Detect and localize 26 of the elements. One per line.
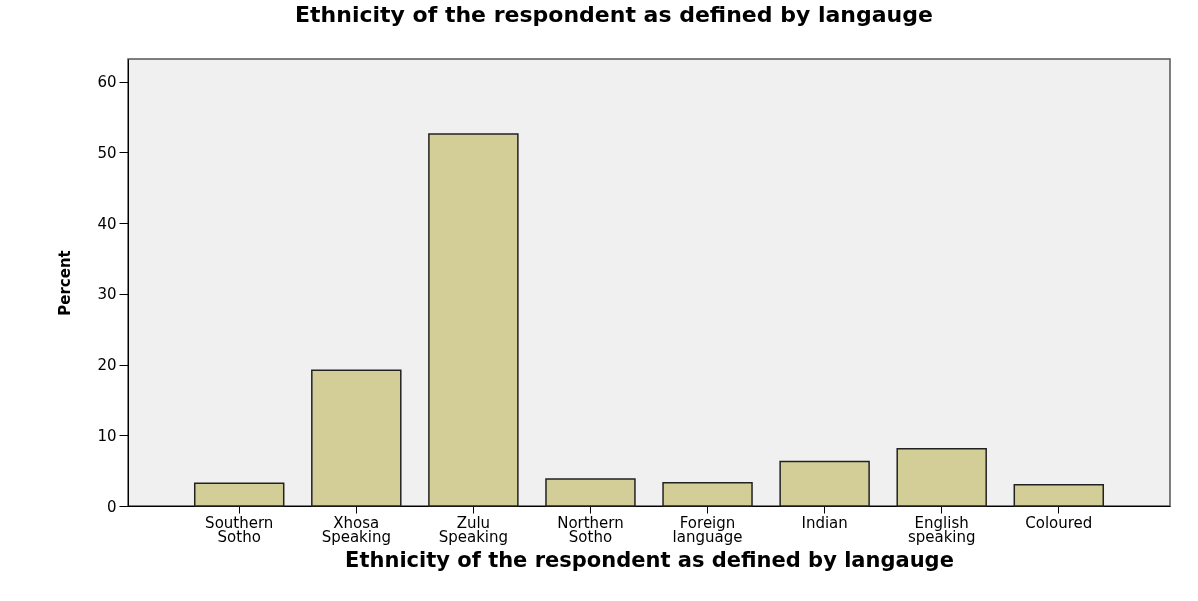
y-tick-label: 20 [97, 356, 117, 375]
bar [545, 478, 636, 507]
x-tick-label: English speaking [907, 513, 976, 546]
x-tick-label: Xhosa Speaking [321, 513, 391, 546]
x-tick-label: Southern Sotho [205, 513, 274, 546]
y-axis-title: Percent [56, 250, 75, 316]
chart-title: Ethnicity of the respondent as defined by langauge [295, 2, 933, 27]
x-tick-label: Northern Sotho [557, 513, 624, 546]
y-tick-label: 30 [97, 285, 117, 304]
y-tick-label: 60 [97, 73, 117, 92]
y-tick-label: 40 [97, 214, 117, 233]
bar [1013, 484, 1105, 507]
x-tick-label: Coloured [1025, 513, 1093, 532]
x-tick-label: Foreign language [672, 513, 743, 546]
bar [779, 460, 870, 507]
bar [896, 447, 987, 507]
y-tick-label: 50 [97, 143, 117, 162]
y-tick-label: 10 [97, 426, 117, 445]
bar [193, 482, 285, 507]
bar [428, 133, 519, 507]
x-axis-title: Ethnicity of the respondent as defined by langauge [345, 547, 954, 572]
x-tick-label: Indian [801, 513, 848, 532]
bar [662, 481, 753, 507]
y-tick-label: 0 [106, 497, 117, 516]
bar [311, 369, 402, 507]
x-tick-label: Zulu Speaking [438, 513, 509, 546]
